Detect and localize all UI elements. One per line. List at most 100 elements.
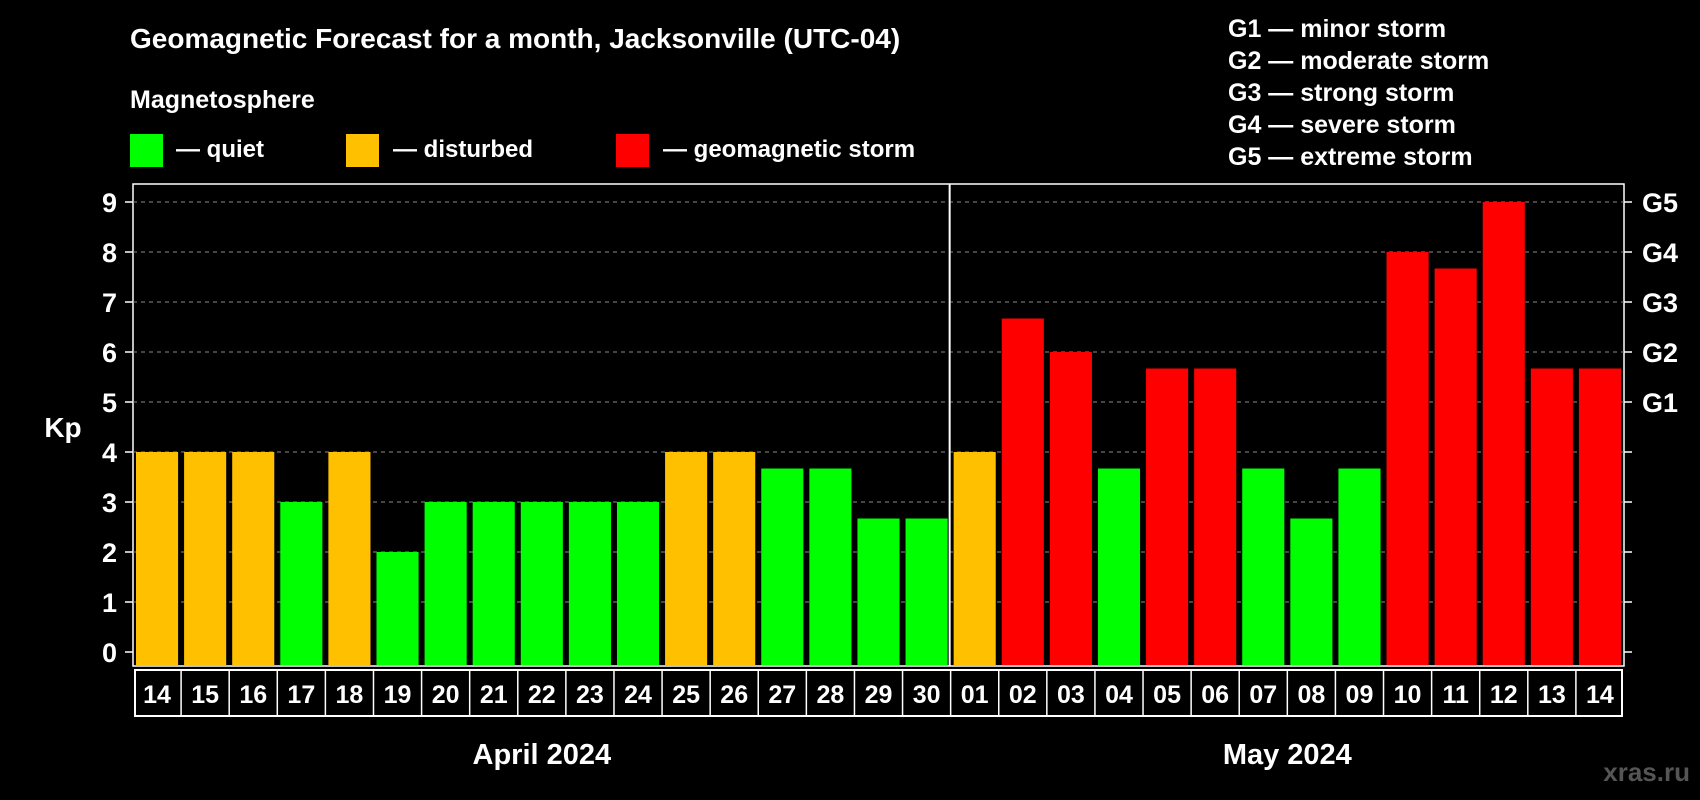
x-tick-label: 18 [336, 681, 364, 709]
month-label: May 2024 [1223, 739, 1352, 771]
bar [1290, 518, 1333, 665]
x-tick-label: 02 [1009, 681, 1037, 709]
x-tick-label: 17 [287, 681, 315, 709]
y-tick-label: 4 [102, 438, 117, 468]
right-axis-label: G5 [1642, 188, 1678, 218]
x-tick-label: 23 [576, 681, 604, 709]
y-axis-label: Kp [44, 412, 81, 443]
storm-scale-g3: G3 — strong storm [1228, 79, 1454, 107]
x-tick-label: 14 [143, 681, 171, 709]
bar [1194, 368, 1237, 665]
bar [1242, 468, 1285, 665]
x-tick-label: 05 [1153, 681, 1181, 709]
bar [232, 452, 275, 665]
bar [1146, 368, 1189, 665]
x-tick-label: 24 [624, 681, 652, 709]
bar [136, 452, 179, 665]
x-tick-label: 09 [1346, 681, 1374, 709]
bar [809, 468, 852, 665]
right-axis-label: G1 [1642, 388, 1678, 418]
bar [713, 452, 756, 665]
x-tick-label: 06 [1201, 681, 1229, 709]
chart-title: Geomagnetic Forecast for a month, Jackso… [130, 23, 900, 54]
x-tick-label: 25 [672, 681, 700, 709]
bar [472, 502, 515, 665]
right-axis-label: G3 [1642, 288, 1678, 318]
bar [1386, 252, 1429, 665]
y-tick-label: 8 [102, 238, 117, 268]
x-tick-label: 03 [1057, 681, 1085, 709]
bar [665, 452, 708, 665]
storm-scale-g4: G4 — severe storm [1228, 111, 1456, 139]
x-tick-label: 04 [1105, 681, 1133, 709]
storm-scale-g2: G2 — moderate storm [1228, 47, 1489, 75]
legend-label-quiet: — quiet [176, 136, 264, 163]
x-tick-label: 13 [1538, 681, 1566, 709]
legend: — quiet — disturbed — geomagnetic storm [130, 134, 915, 167]
x-tick-label: 12 [1490, 681, 1518, 709]
bar [905, 518, 948, 665]
bar [1434, 268, 1477, 665]
bar [568, 502, 611, 665]
bar [1338, 468, 1381, 665]
y-tick-label: 0 [102, 638, 117, 668]
x-tick-label: 26 [720, 681, 748, 709]
bar [857, 518, 900, 665]
y-tick-label: 9 [102, 188, 117, 218]
y-tick-label: 2 [102, 538, 117, 568]
bar [1049, 352, 1092, 665]
x-tick-label: 20 [432, 681, 460, 709]
x-tick-label: 19 [384, 681, 412, 709]
x-tick-label: 27 [768, 681, 796, 709]
legend-label-storm: — geomagnetic storm [663, 136, 915, 163]
legend-swatch-disturbed [346, 134, 379, 167]
watermark: xras.ru [1603, 757, 1690, 787]
x-tick-label: 07 [1249, 681, 1277, 709]
bar [1097, 468, 1141, 665]
storm-scale-g1: G1 — minor storm [1228, 15, 1446, 43]
y-tick-label: 5 [102, 388, 117, 418]
bar [1530, 368, 1573, 665]
bar [1482, 202, 1525, 665]
storm-scale-g5: G5 — extreme storm [1228, 143, 1473, 171]
plot-frame [132, 183, 1625, 667]
x-tick-label: 16 [239, 681, 267, 709]
x-tick-label: 10 [1394, 681, 1422, 709]
y-tick-label: 7 [102, 288, 117, 318]
y-tick-label: 6 [102, 338, 117, 368]
x-tick-label: 22 [528, 681, 556, 709]
bar [761, 468, 804, 665]
bar [328, 452, 371, 665]
legend-swatch-quiet [130, 134, 163, 167]
legend-heading: Magnetosphere [130, 86, 315, 114]
bar [1578, 368, 1621, 665]
legend-label-disturbed: — disturbed [393, 136, 533, 163]
day-label-row [134, 669, 1623, 717]
x-tick-label: 30 [913, 681, 941, 709]
x-tick-label: 14 [1586, 681, 1614, 709]
x-tick-label: 15 [191, 681, 219, 709]
bar [280, 502, 323, 665]
x-tick-label: 28 [816, 681, 844, 709]
x-tick-label: 08 [1297, 681, 1325, 709]
bar [953, 452, 996, 665]
bar [520, 502, 563, 665]
bar [424, 502, 467, 665]
legend-swatch-storm [616, 134, 649, 167]
y-tick-label: 1 [102, 588, 117, 618]
x-tick-label: 21 [480, 681, 508, 709]
x-tick-label: 01 [961, 681, 989, 709]
right-axis-label: G2 [1642, 338, 1678, 368]
x-tick-label: 11 [1442, 681, 1469, 709]
storm-scale-legend: G1 — minor storm G2 — moderate storm G3 … [1228, 15, 1489, 171]
bar [616, 502, 660, 665]
y-tick-label: 3 [102, 488, 117, 518]
bar [376, 552, 419, 665]
right-axis-label: G4 [1642, 238, 1678, 268]
month-label: April 2024 [473, 739, 612, 771]
x-tick-label: 29 [865, 681, 893, 709]
bar [1001, 318, 1044, 665]
bar [184, 452, 227, 665]
